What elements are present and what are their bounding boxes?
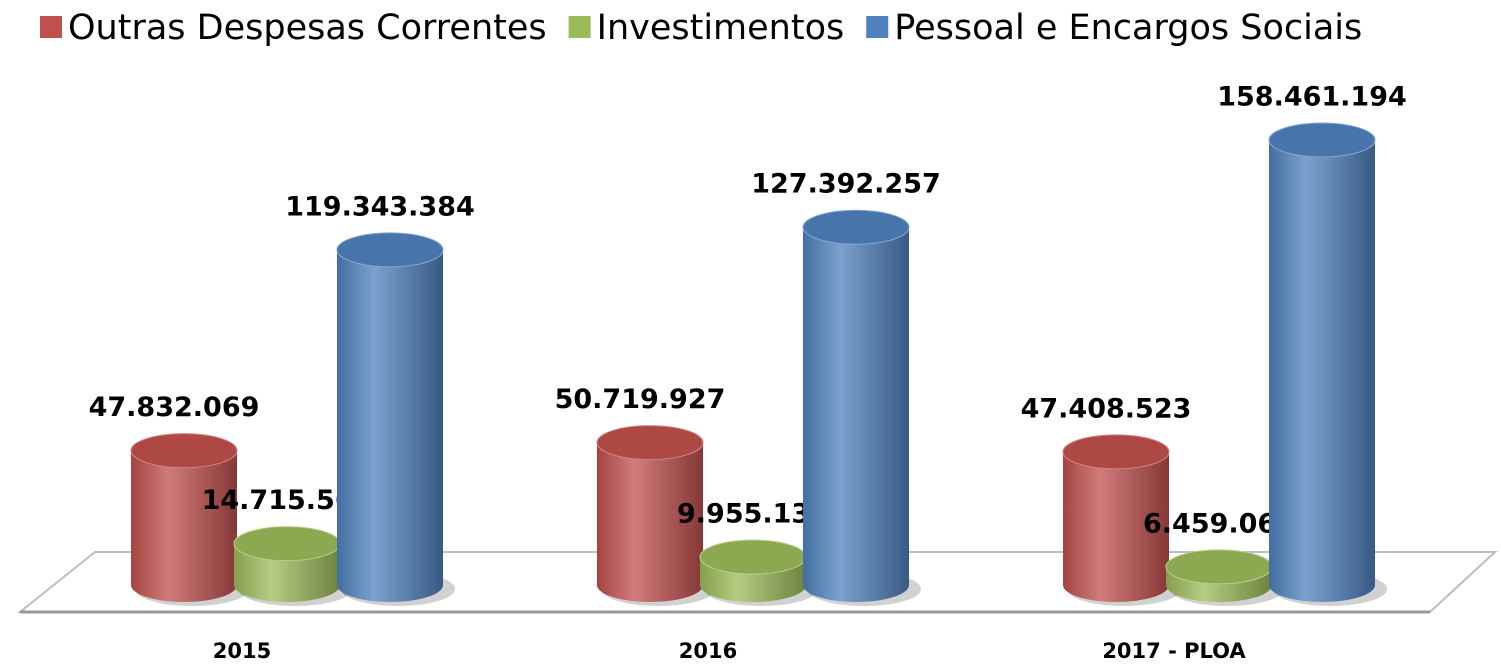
data-label: 158.461.194 <box>1217 82 1407 113</box>
bar <box>596 425 704 602</box>
bar <box>1165 549 1273 602</box>
legend-label: Outras Despesas Correntes <box>68 8 547 48</box>
bar-top <box>233 526 341 562</box>
bar-top <box>1062 434 1170 470</box>
bar-body <box>1166 566 1272 602</box>
bar-top <box>130 433 238 469</box>
bar-body <box>1269 140 1375 602</box>
bar <box>233 526 341 602</box>
data-label: 119.343.384 <box>285 191 475 222</box>
bar-top <box>336 232 444 268</box>
bar <box>1062 434 1170 602</box>
bar-top <box>1268 122 1376 158</box>
legend-swatch <box>40 16 62 38</box>
bar <box>699 539 807 602</box>
bar-body <box>234 543 340 602</box>
data-label: 47.832.069 <box>89 392 260 423</box>
bar <box>802 209 910 602</box>
bar-body <box>597 442 703 602</box>
legend-label: Investimentos <box>597 8 845 48</box>
data-label: 50.719.927 <box>555 384 726 415</box>
data-label: 47.408.523 <box>1021 393 1192 424</box>
bar-top <box>596 425 704 461</box>
bar-body <box>803 227 909 602</box>
x-tick-label: 2016 <box>679 639 737 663</box>
bar-body <box>700 557 806 602</box>
bar-top <box>699 539 807 575</box>
bar-body <box>337 249 443 603</box>
bar <box>1268 122 1376 602</box>
legend-swatch <box>866 16 889 38</box>
legend-swatch <box>568 16 591 38</box>
x-tick-label: 2015 <box>213 639 271 663</box>
bar <box>336 232 444 603</box>
bar-body <box>131 450 237 602</box>
legend-label: Pessoal e Encargos Sociais <box>894 8 1362 48</box>
bar-body <box>1063 451 1169 602</box>
bar <box>130 433 238 602</box>
data-label: 127.392.257 <box>751 169 941 200</box>
bar-top <box>802 209 910 245</box>
x-tick-label: 2017 - PLOA <box>1102 639 1246 663</box>
bar-top <box>1165 549 1273 585</box>
